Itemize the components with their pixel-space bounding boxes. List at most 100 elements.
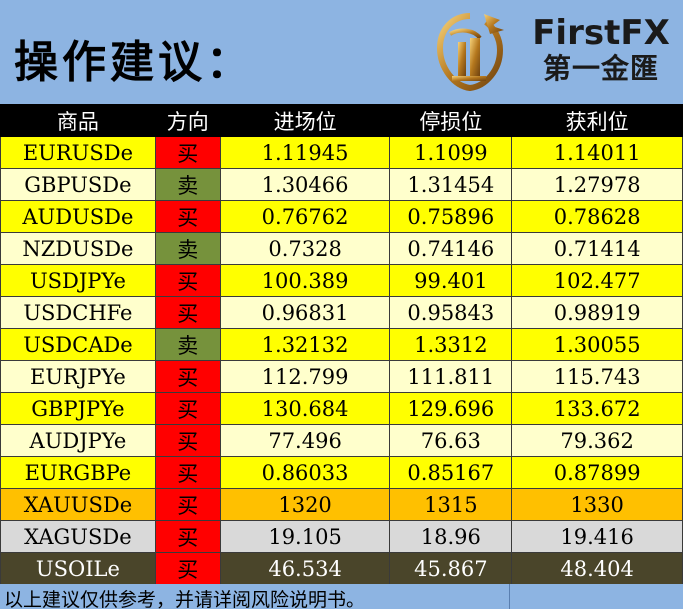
direction-cell: 买 <box>154 424 221 457</box>
take-profit-cell: 102.477 <box>511 264 683 297</box>
direction-cell: 买 <box>154 456 221 489</box>
direction-cell: 买 <box>154 360 221 393</box>
take-profit-cell: 1330 <box>511 488 683 521</box>
symbol-cell: AUDUSDe <box>0 200 156 233</box>
stop-loss-cell: 1.31454 <box>389 168 513 201</box>
table-row: XAGUSDe 买 19.105 18.96 19.416 <box>0 520 683 553</box>
symbol-cell: XAGUSDe <box>0 520 156 553</box>
take-profit-cell: 133.672 <box>511 392 683 425</box>
direction-cell: 买 <box>154 392 221 425</box>
direction-cell: 买 <box>154 136 221 169</box>
entry-price-cell: 1.32132 <box>219 328 391 361</box>
col-header-entry: 进场位 <box>219 104 391 137</box>
take-profit-cell: 0.71414 <box>511 232 683 265</box>
take-profit-cell: 115.743 <box>511 360 683 393</box>
brand-block: FirstFX 第一金匯 <box>522 14 680 86</box>
stop-loss-cell: 1.1099 <box>389 136 513 169</box>
stop-loss-cell: 111.811 <box>389 360 513 393</box>
page-title: 操作建议： <box>14 37 254 88</box>
footer-divider <box>509 584 510 609</box>
table-row: USOILe 买 46.534 45.867 48.404 <box>0 552 683 585</box>
take-profit-cell: 1.27978 <box>511 168 683 201</box>
entry-price-cell: 100.389 <box>219 264 391 297</box>
entry-price-cell: 130.684 <box>219 392 391 425</box>
entry-price-cell: 1320 <box>219 488 391 521</box>
table-row: XAUUSDe 买 1320 1315 1330 <box>0 488 683 521</box>
direction-cell: 买 <box>154 200 221 233</box>
entry-price-cell: 0.86033 <box>219 456 391 489</box>
symbol-cell: USDCHFe <box>0 296 156 329</box>
entry-price-cell: 0.96831 <box>219 296 391 329</box>
direction-cell: 卖 <box>154 168 221 201</box>
entry-price-cell: 19.105 <box>219 520 391 553</box>
symbol-cell: GBPUSDe <box>0 168 156 201</box>
table-row: EURGBPe 买 0.86033 0.85167 0.87899 <box>0 456 683 489</box>
direction-cell: 买 <box>154 296 221 329</box>
symbol-cell: EURJPYe <box>0 360 156 393</box>
brand-name: FirstFX <box>532 13 670 53</box>
stop-loss-cell: 0.95843 <box>389 296 513 329</box>
table-row: EURUSDe 买 1.11945 1.1099 1.14011 <box>0 136 683 169</box>
trading-table: 商品 方向 进场位 停损位 获利位 EURUSDe 买 1.11945 1.1099 1… <box>0 104 683 585</box>
stop-loss-cell: 0.75896 <box>389 200 513 233</box>
stop-loss-cell: 1315 <box>389 488 513 521</box>
stop-loss-cell: 45.867 <box>389 552 513 585</box>
symbol-cell: USOILe <box>0 552 156 585</box>
disclaimer-bar: 以上建议仅供参考，并请详阅风险说明书。 <box>0 584 683 611</box>
take-profit-cell: 0.98919 <box>511 296 683 329</box>
dragon-logo-icon <box>436 13 504 92</box>
entry-price-cell: 112.799 <box>219 360 391 393</box>
table-row: USDCADe 卖 1.32132 1.3312 1.30055 <box>0 328 683 361</box>
entry-price-cell: 1.11945 <box>219 136 391 169</box>
col-header-direction: 方向 <box>154 104 221 137</box>
symbol-cell: USDCADe <box>0 328 156 361</box>
direction-cell: 买 <box>154 552 221 585</box>
take-profit-cell: 48.404 <box>511 552 683 585</box>
stop-loss-cell: 0.74146 <box>389 232 513 265</box>
symbol-cell: GBPJPYe <box>0 392 156 425</box>
direction-cell: 买 <box>154 520 221 553</box>
header-banner: 操作建议： FirstFX 第一金匯 <box>0 0 683 104</box>
stop-loss-cell: 0.85167 <box>389 456 513 489</box>
direction-cell: 卖 <box>154 232 221 265</box>
symbol-cell: USDJPYe <box>0 264 156 297</box>
stop-loss-cell: 99.401 <box>389 264 513 297</box>
symbol-cell: NZDUSDe <box>0 232 156 265</box>
col-header-symbol: 商品 <box>0 104 156 137</box>
take-profit-cell: 0.87899 <box>511 456 683 489</box>
take-profit-cell: 1.14011 <box>511 136 683 169</box>
entry-price-cell: 46.534 <box>219 552 391 585</box>
direction-cell: 买 <box>154 488 221 521</box>
take-profit-cell: 79.362 <box>511 424 683 457</box>
symbol-cell: EURUSDe <box>0 136 156 169</box>
symbol-cell: AUDJPYe <box>0 424 156 457</box>
table-row: NZDUSDe 卖 0.7328 0.74146 0.71414 <box>0 232 683 265</box>
col-header-stop-loss: 停损位 <box>389 104 513 137</box>
entry-price-cell: 0.76762 <box>219 200 391 233</box>
symbol-cell: XAUUSDe <box>0 488 156 521</box>
table-header-row: 商品 方向 进场位 停损位 获利位 <box>0 104 683 137</box>
symbol-cell: EURGBPe <box>0 456 156 489</box>
entry-price-cell: 77.496 <box>219 424 391 457</box>
table-row: GBPUSDe 卖 1.30466 1.31454 1.27978 <box>0 168 683 201</box>
col-header-take-profit: 获利位 <box>511 104 683 137</box>
direction-cell: 买 <box>154 264 221 297</box>
take-profit-cell: 19.416 <box>511 520 683 553</box>
table-row: USDJPYe 买 100.389 99.401 102.477 <box>0 264 683 297</box>
table-row: AUDUSDe 买 0.76762 0.75896 0.78628 <box>0 200 683 233</box>
stop-loss-cell: 18.96 <box>389 520 513 553</box>
brand-chinese-name: 第一金匯 <box>542 52 659 85</box>
stop-loss-cell: 129.696 <box>389 392 513 425</box>
direction-cell: 卖 <box>154 328 221 361</box>
table-row: EURJPYe 买 112.799 111.811 115.743 <box>0 360 683 393</box>
entry-price-cell: 1.30466 <box>219 168 391 201</box>
take-profit-cell: 0.78628 <box>511 200 683 233</box>
stop-loss-cell: 76.63 <box>389 424 513 457</box>
table-row: AUDJPYe 买 77.496 76.63 79.362 <box>0 424 683 457</box>
stop-loss-cell: 1.3312 <box>389 328 513 361</box>
table-row: GBPJPYe 买 130.684 129.696 133.672 <box>0 392 683 425</box>
table-row: USDCHFe 买 0.96831 0.95843 0.98919 <box>0 296 683 329</box>
take-profit-cell: 1.30055 <box>511 328 683 361</box>
disclaimer-text: 以上建议仅供参考，并请详阅风险说明书。 <box>4 589 366 611</box>
